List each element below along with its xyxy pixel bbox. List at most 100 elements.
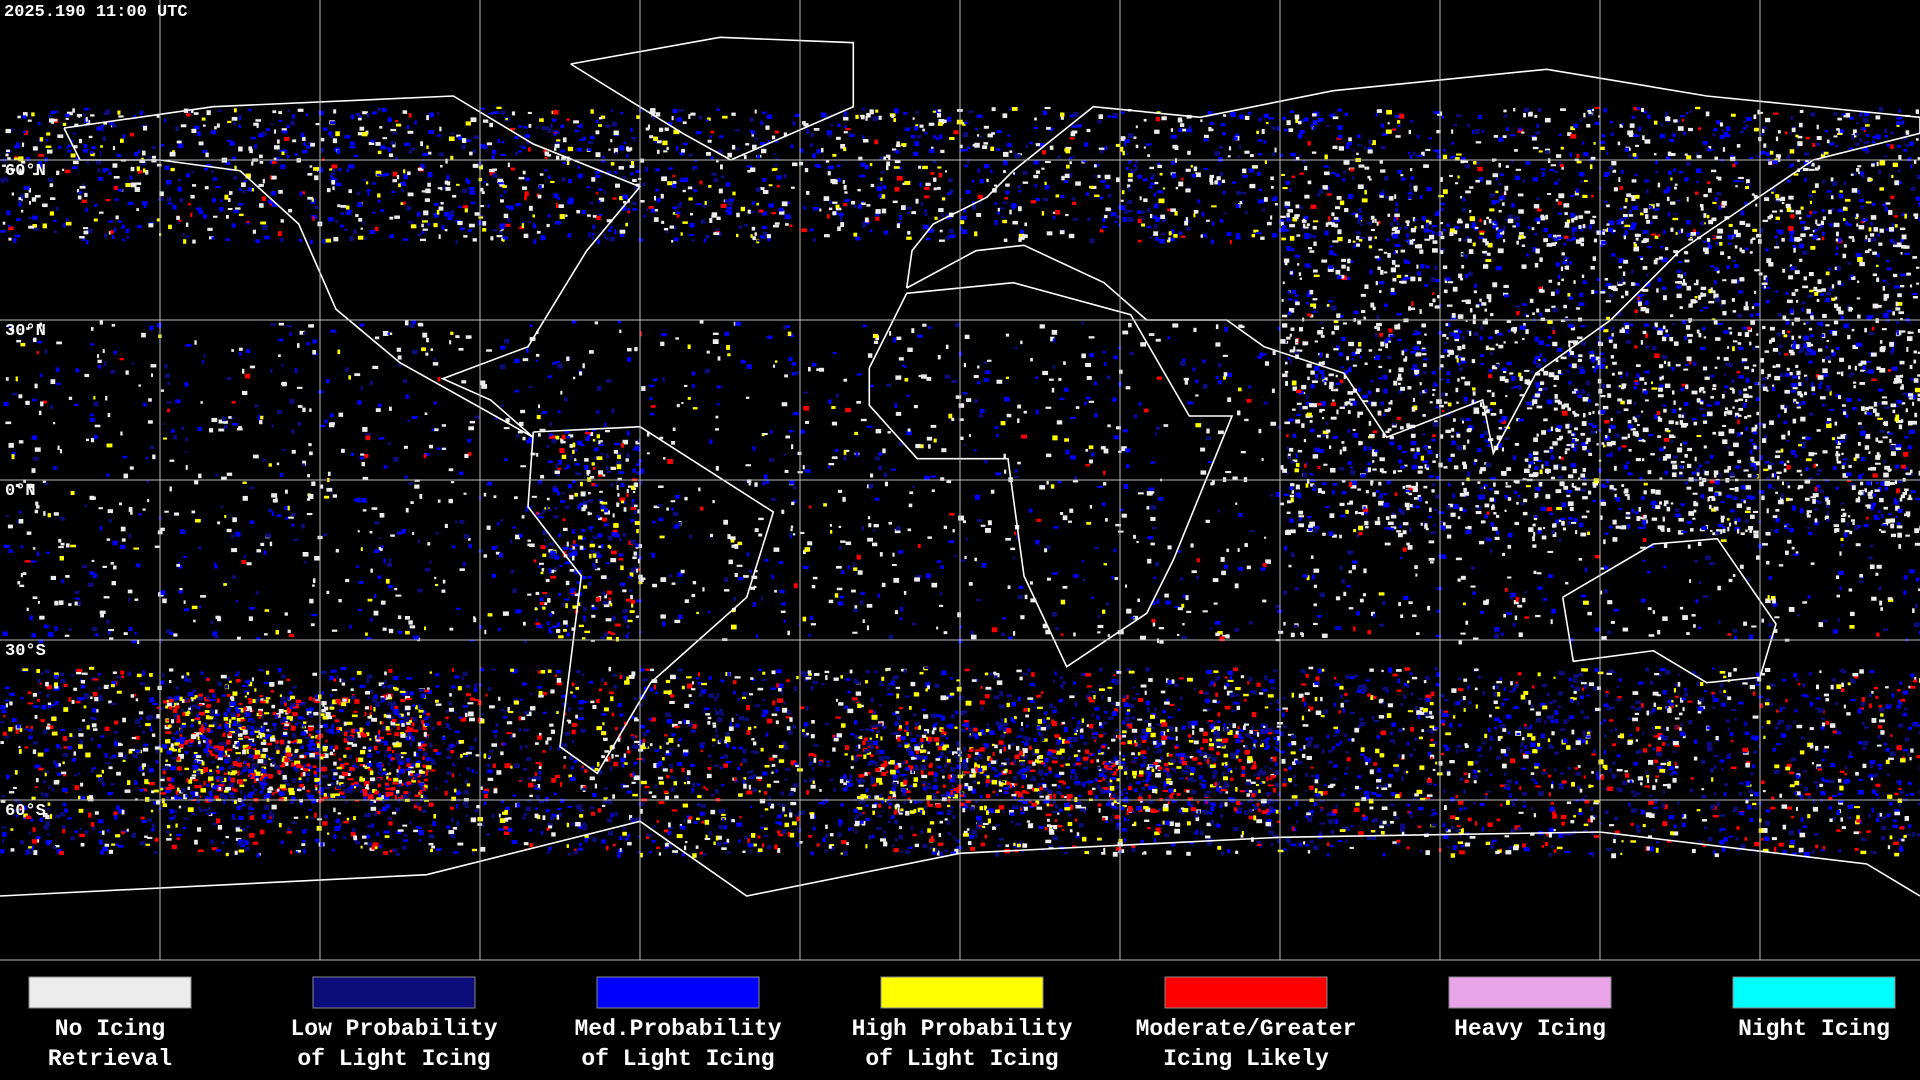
icing-pixel (1225, 763, 1230, 767)
icing-pixel (881, 676, 885, 681)
icing-pixel (1209, 121, 1214, 125)
icing-pixel (1170, 128, 1174, 132)
icing-pixel (140, 816, 145, 820)
icing-pixel (671, 183, 677, 188)
icing-pixel (287, 826, 291, 832)
icing-pixel (519, 145, 525, 148)
icing-pixel (1630, 822, 1634, 827)
icing-pixel (553, 792, 557, 796)
icing-pixel (1303, 117, 1309, 122)
icing-pixel (649, 135, 654, 139)
icing-pixel (485, 183, 489, 186)
icing-pixel (1229, 239, 1232, 245)
icing-pixel (930, 713, 937, 719)
icing-pixel (1758, 828, 1764, 833)
icing-pixel (721, 808, 726, 814)
icing-pixel (1122, 758, 1126, 761)
icing-pixel (201, 117, 206, 121)
icing-pixel (1831, 181, 1838, 186)
icing-pixel (188, 109, 191, 114)
icing-pixel (427, 222, 430, 227)
icing-pixel (1291, 175, 1296, 178)
icing-pixel (726, 851, 732, 854)
icing-pixel (745, 143, 750, 146)
icing-pixel (1850, 173, 1854, 176)
icing-pixel (1504, 185, 1509, 191)
icing-pixel (1347, 738, 1353, 741)
icing-pixel (690, 112, 696, 116)
icing-pixel (82, 237, 86, 242)
icing-pixel (1306, 743, 1311, 748)
icing-pixel (1467, 124, 1471, 128)
icing-pixel (238, 213, 244, 217)
icing-pixel (281, 129, 288, 134)
icing-pixel (967, 727, 973, 732)
icing-pixel (1765, 698, 1771, 702)
icing-pixel (546, 827, 550, 831)
icing-pixel (1447, 845, 1451, 849)
icing-pixel (504, 831, 510, 835)
icing-pixel (1472, 129, 1475, 134)
icing-pixel (448, 136, 455, 142)
icing-pixel (711, 212, 718, 217)
icing-pixel (931, 730, 935, 735)
icing-pixel (1700, 207, 1704, 211)
icing-pixel (1861, 721, 1865, 726)
icing-pixel (1118, 223, 1121, 228)
icing-pixel (186, 235, 189, 238)
icing-pixel (343, 788, 350, 793)
icing-pixel (842, 180, 845, 184)
icing-pixel (505, 205, 512, 209)
icing-pixel (405, 205, 412, 211)
icing-pixel (1481, 130, 1484, 133)
icing-pixel (1127, 184, 1131, 188)
icing-pixel (197, 806, 201, 810)
icing-pixel (326, 188, 331, 193)
icing-pixel (500, 708, 505, 712)
icing-pixel (1730, 156, 1736, 162)
icing-pixel (587, 148, 592, 151)
icing-pixel (112, 163, 118, 168)
icing-pixel (1492, 685, 1497, 690)
icing-pixel (654, 195, 657, 201)
icing-pixel (1579, 680, 1583, 683)
icing-pixel (458, 773, 462, 776)
icing-pixel (332, 138, 338, 144)
icing-pixel (1518, 127, 1522, 131)
icing-pixel (890, 815, 894, 820)
icing-pixel (205, 796, 209, 800)
icing-pixel (784, 214, 791, 220)
icing-pixel (921, 757, 925, 762)
icing-pixel (1673, 168, 1676, 172)
icing-pixel (1388, 783, 1392, 788)
icing-pixel (504, 190, 507, 194)
icing-pixel (697, 672, 701, 677)
icing-pixel (130, 132, 134, 137)
icing-pixel (1502, 225, 1506, 231)
icing-pixel (1825, 720, 1830, 725)
icing-pixel (269, 175, 273, 180)
icing-pixel (1190, 164, 1193, 168)
icing-pixel (1556, 719, 1559, 724)
icing-pixel (1870, 777, 1874, 781)
icing-pixel (1875, 783, 1881, 787)
icing-pixel (72, 108, 75, 113)
icing-pixel (761, 211, 768, 216)
icing-pixel (203, 808, 209, 812)
icing-pixel (1327, 216, 1331, 221)
icing-pixel (1017, 185, 1022, 189)
icing-pixel (1381, 133, 1388, 136)
icing-pixel (1103, 732, 1107, 735)
icing-pixel (568, 197, 574, 203)
icing-pixel (84, 830, 89, 835)
icing-pixel (674, 795, 679, 799)
icing-pixel (633, 697, 638, 701)
icing-pixel (989, 672, 994, 676)
icing-pixel (371, 823, 374, 828)
icing-pixel (828, 133, 832, 138)
icing-pixel (436, 848, 442, 851)
icing-pixel (496, 235, 503, 238)
icing-pixel (486, 833, 490, 836)
icing-pixel (1333, 702, 1336, 708)
icing-pixel (651, 795, 657, 798)
